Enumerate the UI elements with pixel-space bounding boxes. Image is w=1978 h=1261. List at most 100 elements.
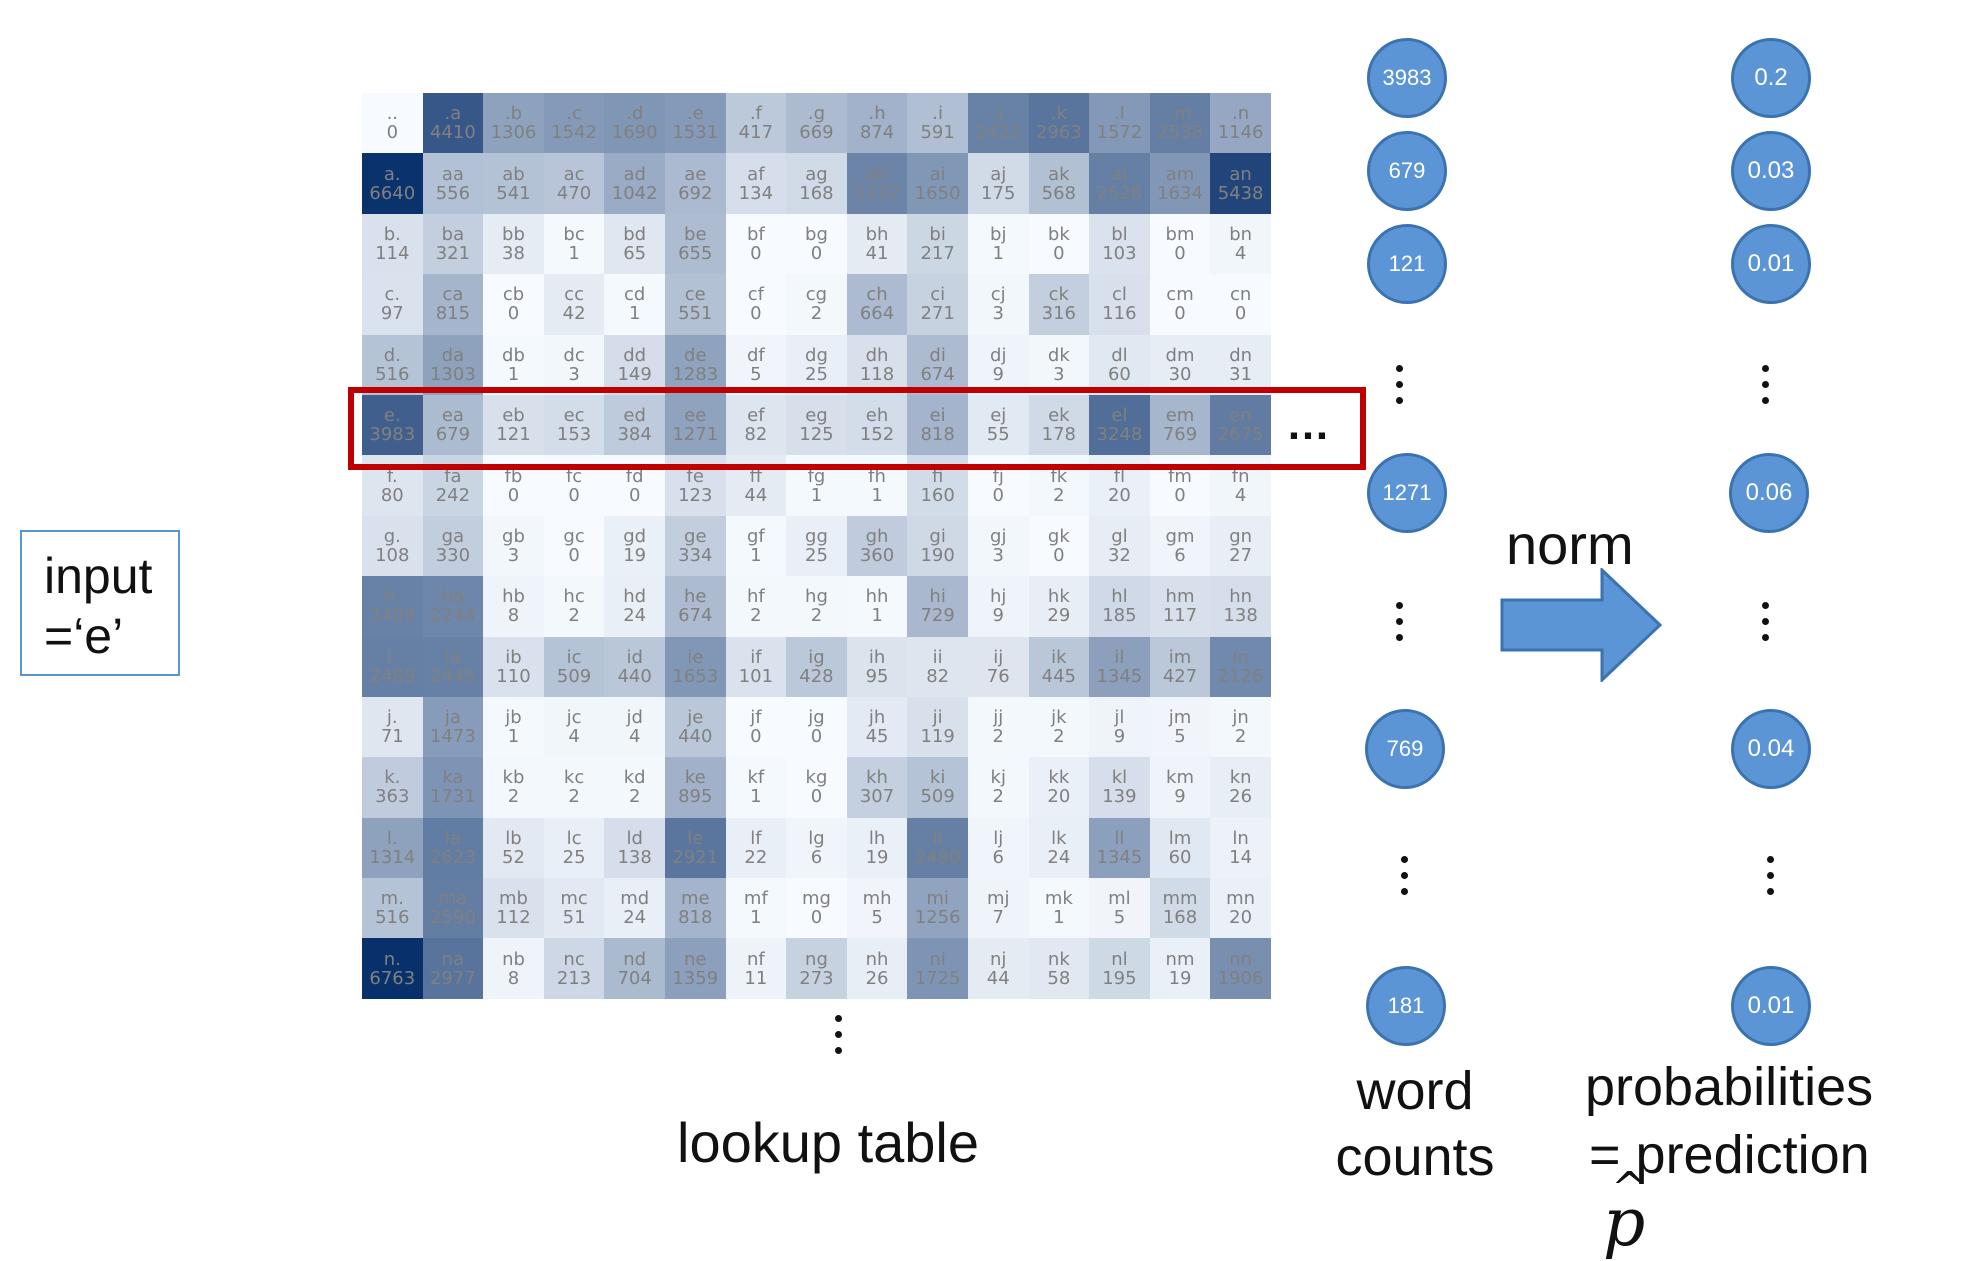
table-cell: kf 1 [725,757,787,818]
table-cell: bd 65 [604,213,665,275]
bigram-label: e. [383,405,401,427]
bigram-label: fi [931,465,944,487]
bigram-count: 152 [859,424,895,446]
counts-ellipsis [1398,856,1412,904]
table-cell: eh 152 [846,394,908,456]
bigram-count: 895 [678,786,713,808]
table-cell: ch 664 [846,274,908,335]
bigram-label: ii [932,646,943,668]
table-cell: hi 729 [907,576,968,637]
bigram-count: 242 [435,484,471,506]
bigram-label: nf [746,948,765,970]
bigram-label: jg [808,707,825,729]
bigram-label: fk [1050,465,1068,487]
bigram-count: 41 [865,242,889,264]
table-cell: ag 168 [786,153,847,214]
bigram-label: .e [686,103,704,125]
table-cell: gc 0 [543,515,605,577]
bigram-count: 2 [810,303,823,325]
probabilities-ellipsis [1759,365,1773,413]
bigram-label: ck [1048,284,1069,306]
bigram-label: b. [383,223,401,245]
bigram-count: 26 [1229,786,1253,808]
bigram-count: 2489 [369,665,416,687]
bigram-count: 3 [1053,363,1065,385]
bigram-count: 321 [435,242,471,264]
bigram-label: le [687,827,704,849]
bigram-label: hc [563,586,585,608]
bigram-label: ff [749,465,763,487]
bigram-count: 2409 [369,605,416,627]
bigram-count: 60 [1168,846,1192,868]
bigram-label: ln [1232,827,1249,849]
table-cell: nm 19 [1149,938,1211,999]
table-cell: .h 874 [846,93,908,154]
bigram-label: .j [992,103,1004,125]
table-cell: eg 125 [786,394,847,456]
bigram-label: cl [1111,284,1127,306]
table-cell: dk 3 [1028,334,1090,395]
bigram-count: 556 [435,182,471,204]
bigram-label: bh [865,223,889,245]
bigram-count: 65 [623,242,647,264]
bigram-count: 2921 [672,846,719,868]
table-cell: ae 692 [664,153,726,214]
bigram-label: dn [1229,344,1253,366]
table-cell: jm 5 [1149,696,1211,758]
bigram-label: ma [438,888,468,910]
table-cell: im 427 [1149,636,1211,697]
bigram-count: 25 [805,544,828,566]
table-cell: di 674 [907,334,968,395]
bigram-count: 80 [380,484,404,506]
table-cell: ei 818 [907,394,968,456]
bigram-label: ej [990,405,1007,427]
bigram-count: 674 [678,605,713,627]
input-label: input [44,548,153,604]
table-cell: ie 1653 [664,636,726,697]
bigram-label: .h [868,103,886,125]
table-cell: lg 6 [786,817,847,879]
table-cell: ba 321 [422,213,484,275]
bigram-label: gg [805,525,828,547]
probabilities-ellipsis [1759,602,1773,650]
bigram-count: 110 [496,665,531,687]
bigram-count: 25 [805,363,828,385]
bigram-count: 5 [871,907,883,929]
table-cell: ac 470 [543,153,605,214]
bigram-label: cd [624,284,646,306]
bigram-label: dc [563,344,585,366]
bigram-count: 14 [1229,846,1253,868]
table-cell: hb 8 [483,576,544,637]
bigram-count: 190 [920,544,955,566]
bigram-label: fd [625,465,644,487]
bigram-count: 704 [617,967,652,989]
bigram-label: fl [1113,465,1126,487]
table-cell: cj 3 [967,274,1029,335]
bigram-label: if [750,646,762,668]
bigram-count: 168 [799,182,834,204]
table-cell: al 2528 [1089,153,1150,214]
bigram-count: 664 [859,303,895,325]
bigram-count: 195 [1102,967,1137,989]
bigram-label: hm [1165,586,1195,608]
bigram-label: cg [805,284,828,306]
bigram-label: jd [626,707,643,729]
bigram-label: h. [383,586,401,608]
table-cell: .m 2538 [1149,93,1211,154]
bigram-count: 45 [865,726,889,748]
table-cell: .n 1146 [1210,93,1271,154]
count-node: 769 [1365,709,1445,789]
table-cell: cc 42 [543,274,605,335]
bigram-label: km [1166,767,1194,789]
table-cell: k. 363 [362,757,423,818]
table-cell: le 2921 [664,817,726,879]
table-cell: md 24 [604,878,665,939]
bigram-count: 4 [1234,242,1247,264]
table-cell: ni 1725 [907,938,968,999]
bigram-count: 334 [678,544,713,566]
bigram-count: 1345 [1096,665,1143,687]
bigram-count: 108 [375,544,410,566]
bigram-label: mc [560,888,588,910]
bigram-label: ch [866,284,888,306]
bigram-label: mb [499,888,528,910]
